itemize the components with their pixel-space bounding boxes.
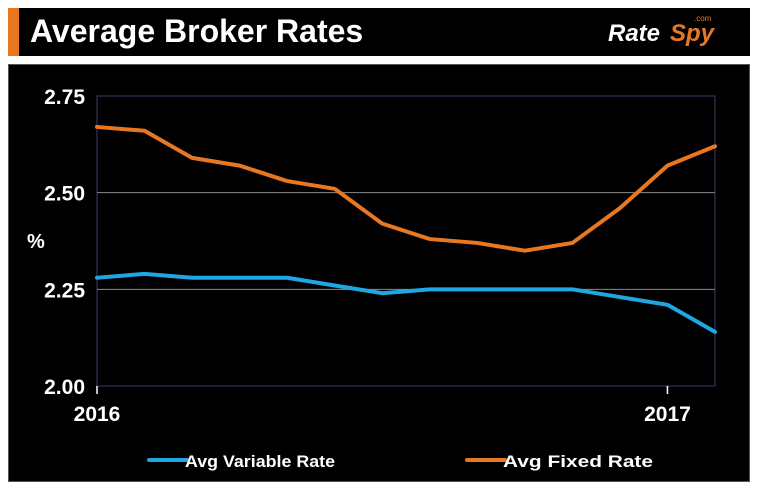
x-tick-label: 2016 (74, 403, 121, 426)
plot-border (96, 95, 716, 387)
x-tick-label: 2017 (644, 403, 691, 426)
title-bar: Average Broker Rates Rate .com Spy (8, 8, 750, 56)
series-line-fixed (95, 124, 717, 253)
y-tick-label: 2.50 (44, 183, 85, 206)
legend-label: Avg Variable Rate (185, 452, 335, 471)
line-chart: 2.75 2.50 2.25 2.00% 2016 2017 Avg Variable Ra… (27, 86, 717, 471)
chart-title: Average Broker Rates (30, 13, 364, 49)
y-tick-label: 2.25 (44, 279, 85, 302)
y-tick-label: 2.00 (44, 376, 85, 399)
y-tick-label: 2.75 (44, 86, 85, 109)
title-accent-bar (8, 8, 19, 56)
brand-logo: Rate .com Spy (608, 14, 738, 48)
series-line-variable (95, 271, 717, 334)
y-axis-label: % (27, 231, 45, 253)
plot-area: 2.75 2.50 2.25 2.00% 2016 2017 Avg Variable Ra… (8, 64, 750, 482)
logo-text-right: Spy (670, 20, 715, 47)
legend-label: Avg Fixed Rate (503, 452, 653, 471)
logo-tld: .com (694, 14, 712, 23)
logo-text-left: Rate (608, 20, 661, 47)
